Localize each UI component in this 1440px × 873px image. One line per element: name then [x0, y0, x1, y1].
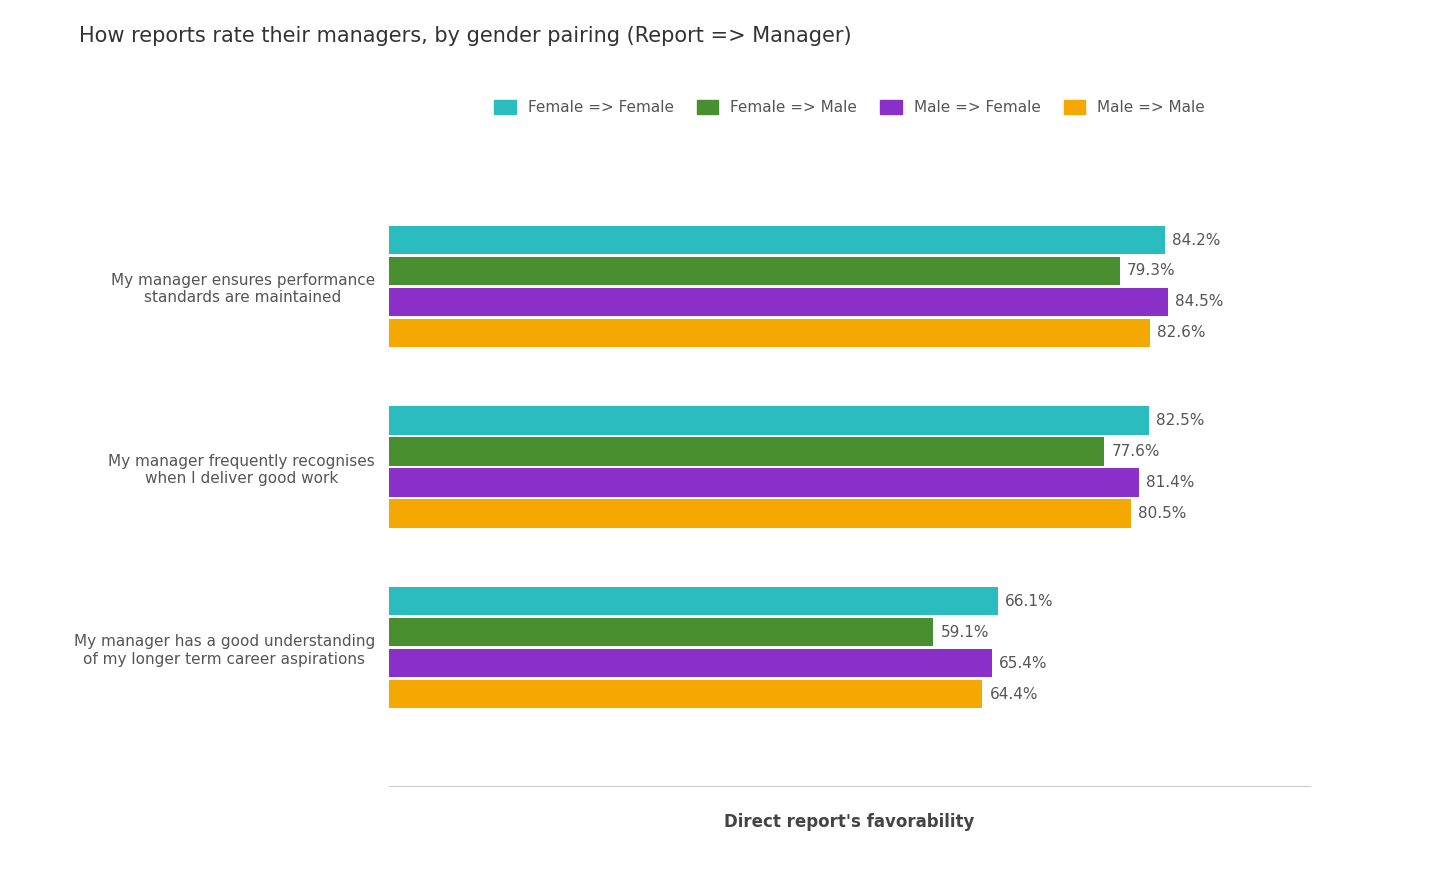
Text: 84.5%: 84.5% [1175, 294, 1224, 309]
Bar [389, 226, 1165, 254]
Bar [389, 257, 1120, 285]
Bar [389, 319, 1151, 347]
Text: How reports rate their managers, by gender pairing (Report => Manager): How reports rate their managers, by gend… [79, 26, 852, 46]
Text: 66.1%: 66.1% [1005, 594, 1054, 608]
Legend: Female => Female, Female => Male, Male => Female, Male => Male: Female => Female, Female => Male, Male =… [487, 93, 1212, 123]
Bar [389, 587, 998, 615]
Bar [389, 437, 1104, 466]
Text: 77.6%: 77.6% [1112, 444, 1159, 459]
Text: 79.3%: 79.3% [1128, 264, 1175, 278]
Bar [389, 288, 1168, 316]
Text: 65.4%: 65.4% [999, 656, 1047, 670]
Text: 59.1%: 59.1% [940, 625, 989, 640]
Bar [389, 499, 1130, 527]
Text: 82.6%: 82.6% [1158, 326, 1205, 340]
Bar [389, 680, 982, 708]
Text: 84.2%: 84.2% [1172, 232, 1221, 248]
Text: 81.4%: 81.4% [1146, 475, 1195, 490]
X-axis label: Direct report's favorability: Direct report's favorability [724, 814, 975, 831]
Bar [389, 649, 992, 677]
Bar [389, 468, 1139, 497]
Bar [389, 618, 933, 646]
Text: 82.5%: 82.5% [1156, 413, 1205, 428]
Bar [389, 407, 1149, 435]
Text: 80.5%: 80.5% [1138, 506, 1187, 521]
Text: 64.4%: 64.4% [989, 686, 1038, 702]
